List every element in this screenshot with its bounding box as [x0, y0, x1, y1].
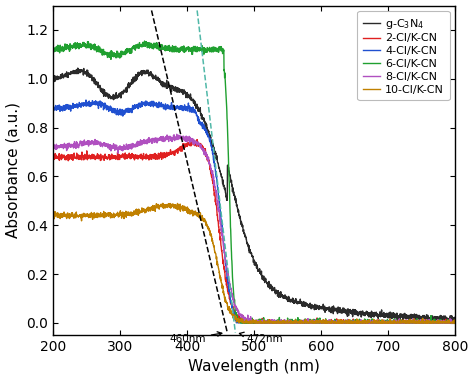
8-Cl/K-CN — [441, 318, 447, 323]
6-Cl/K-CN — [237, 321, 243, 325]
6-Cl/K-CN — [142, 39, 147, 43]
4-Cl/K-CN — [50, 103, 56, 108]
8-Cl/K-CN — [248, 321, 254, 325]
6-Cl/K-CN — [452, 321, 458, 325]
10-Cl/K-CN — [441, 321, 447, 325]
8-Cl/K-CN — [174, 132, 180, 136]
Text: 460nm: 460nm — [169, 332, 222, 344]
10-Cl/K-CN — [441, 321, 447, 325]
g-C$_3$N$_4$ — [246, 248, 252, 253]
4-Cl/K-CN — [452, 321, 458, 325]
Text: 472nm: 472nm — [239, 332, 283, 344]
g-C$_3$N$_4$ — [235, 207, 241, 212]
6-Cl/K-CN — [367, 320, 373, 325]
4-Cl/K-CN — [441, 321, 447, 325]
2-Cl/K-CN — [71, 156, 76, 161]
8-Cl/K-CN — [235, 309, 241, 314]
2-Cl/K-CN — [50, 155, 56, 160]
g-C$_3$N$_4$ — [452, 315, 458, 319]
4-Cl/K-CN — [83, 98, 89, 102]
4-Cl/K-CN — [246, 321, 252, 325]
10-Cl/K-CN — [367, 320, 373, 325]
g-C$_3$N$_4$ — [75, 66, 81, 70]
6-Cl/K-CN — [441, 318, 447, 323]
10-Cl/K-CN — [236, 321, 242, 325]
10-Cl/K-CN — [452, 320, 458, 324]
8-Cl/K-CN — [50, 144, 56, 149]
8-Cl/K-CN — [441, 321, 447, 325]
Line: 6-Cl/K-CN: 6-Cl/K-CN — [53, 41, 455, 323]
2-Cl/K-CN — [246, 318, 252, 323]
6-Cl/K-CN — [50, 47, 56, 51]
Legend: g-C$_3$N$_4$, 2-Cl/K-CN, 4-Cl/K-CN, 6-Cl/K-CN, 8-Cl/K-CN, 10-Cl/K-CN: g-C$_3$N$_4$, 2-Cl/K-CN, 4-Cl/K-CN, 6-Cl… — [357, 11, 450, 100]
2-Cl/K-CN — [242, 321, 247, 325]
2-Cl/K-CN — [441, 320, 447, 325]
8-Cl/K-CN — [452, 321, 458, 325]
8-Cl/K-CN — [246, 318, 252, 323]
2-Cl/K-CN — [194, 137, 200, 142]
4-Cl/K-CN — [234, 321, 239, 325]
4-Cl/K-CN — [236, 321, 241, 325]
6-Cl/K-CN — [246, 321, 252, 325]
2-Cl/K-CN — [452, 320, 458, 324]
Y-axis label: Absorbance (a.u.): Absorbance (a.u.) — [6, 102, 20, 238]
4-Cl/K-CN — [367, 321, 373, 325]
6-Cl/K-CN — [235, 317, 241, 322]
8-Cl/K-CN — [367, 321, 373, 325]
8-Cl/K-CN — [71, 146, 76, 150]
g-C$_3$N$_4$ — [71, 69, 76, 74]
g-C$_3$N$_4$ — [441, 320, 447, 324]
Line: 10-Cl/K-CN: 10-Cl/K-CN — [53, 203, 455, 323]
Line: 8-Cl/K-CN: 8-Cl/K-CN — [53, 134, 455, 323]
2-Cl/K-CN — [367, 320, 373, 325]
X-axis label: Wavelength (nm): Wavelength (nm) — [188, 359, 320, 374]
10-Cl/K-CN — [246, 321, 252, 325]
4-Cl/K-CN — [71, 104, 76, 109]
10-Cl/K-CN — [71, 213, 76, 218]
2-Cl/K-CN — [441, 321, 447, 325]
6-Cl/K-CN — [71, 43, 76, 48]
10-Cl/K-CN — [160, 201, 166, 206]
Line: 2-Cl/K-CN: 2-Cl/K-CN — [53, 139, 455, 323]
10-Cl/K-CN — [50, 214, 56, 218]
10-Cl/K-CN — [235, 316, 241, 321]
4-Cl/K-CN — [441, 321, 447, 325]
g-C$_3$N$_4$ — [50, 74, 56, 78]
Line: g-C$_3$N$_4$: g-C$_3$N$_4$ — [53, 68, 455, 322]
2-Cl/K-CN — [235, 315, 241, 319]
g-C$_3$N$_4$ — [367, 312, 373, 317]
6-Cl/K-CN — [441, 321, 447, 325]
Line: 4-Cl/K-CN: 4-Cl/K-CN — [53, 100, 455, 323]
g-C$_3$N$_4$ — [441, 318, 447, 323]
g-C$_3$N$_4$ — [441, 315, 447, 320]
